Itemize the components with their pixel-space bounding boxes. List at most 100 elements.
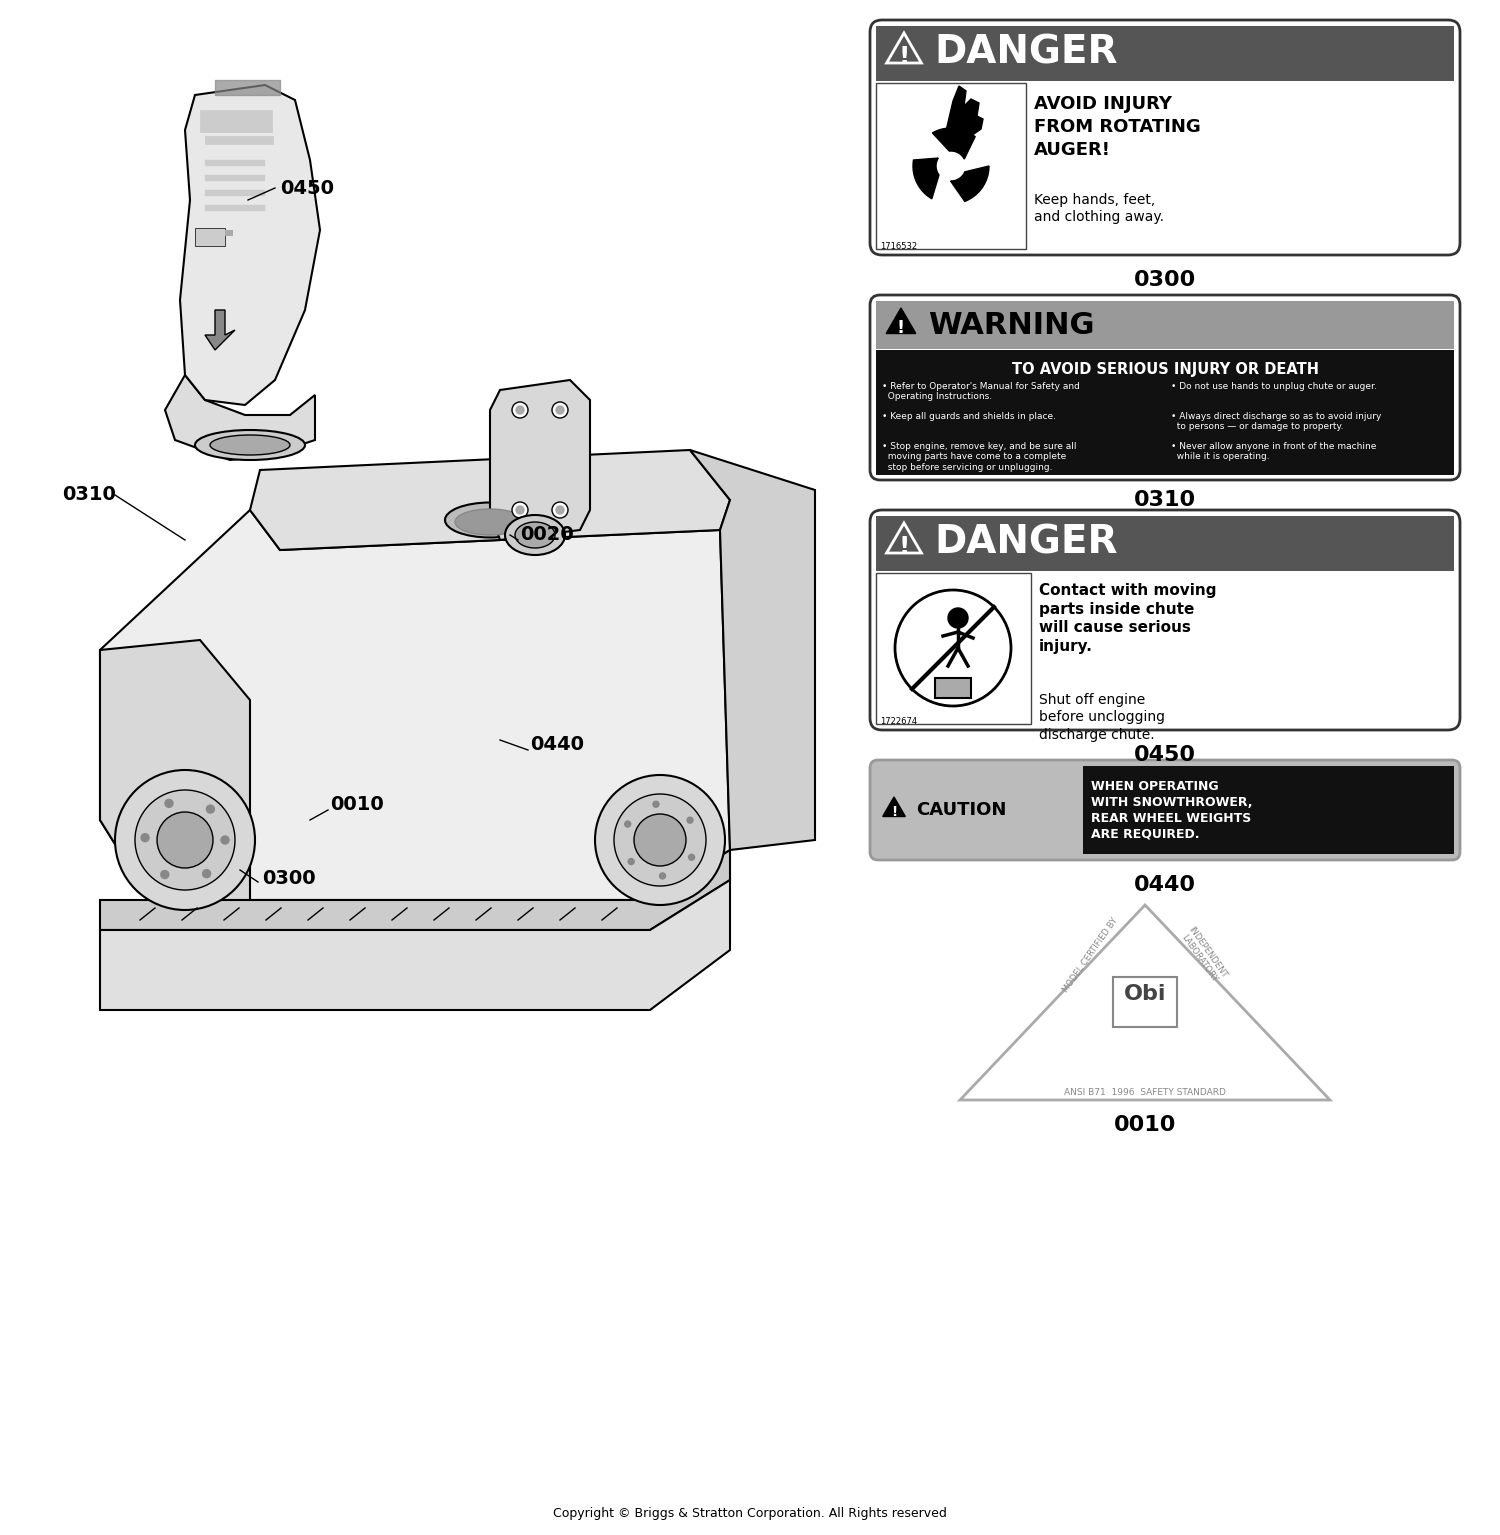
Text: 1716532: 1716532 [880,243,916,252]
Bar [876,516,1454,571]
Text: • Refer to Operator's Manual for Safety and
  Operating Instructions.: • Refer to Operator's Manual for Safety … [882,382,1080,401]
Ellipse shape [446,502,536,537]
Circle shape [516,507,524,514]
Circle shape [220,837,230,844]
Text: 0300: 0300 [262,869,315,887]
Circle shape [135,791,236,890]
Bar [206,160,266,166]
Circle shape [614,794,706,886]
Polygon shape [165,375,315,460]
Text: Copyright © Briggs & Stratton Corporation. All Rights reserved: Copyright © Briggs & Stratton Corporatio… [554,1507,946,1520]
Ellipse shape [506,516,566,556]
Polygon shape [690,450,814,850]
Circle shape [207,804,214,814]
Text: WHEN OPERATING
WITH SNOWTHROWER,
REAR WHEEL WEIGHTS
ARE REQUIRED.: WHEN OPERATING WITH SNOWTHROWER, REAR WH… [1090,780,1252,841]
Text: WARNING: WARNING [928,310,1095,339]
Polygon shape [251,450,730,550]
Polygon shape [100,640,250,910]
Bar [876,301,1454,348]
Circle shape [158,812,213,867]
Circle shape [512,402,528,418]
Ellipse shape [210,434,290,454]
Circle shape [660,873,666,880]
Bar [876,573,1031,725]
Text: 0010: 0010 [330,795,384,815]
Bar [1083,766,1454,853]
Bar [200,111,272,132]
Bar [876,350,1454,474]
Text: • Always direct discharge so as to avoid injury
  to persons — or damage to prop: • Always direct discharge so as to avoid… [1172,411,1382,431]
Text: 0310: 0310 [62,485,116,505]
Circle shape [596,775,724,906]
Circle shape [552,402,568,418]
Polygon shape [933,127,975,160]
Circle shape [896,589,1011,706]
Text: • Stop engine, remove key, and be sure all
  moving parts have come to a complet: • Stop engine, remove key, and be sure a… [882,442,1077,471]
Text: TO AVOID SERIOUS INJURY OR DEATH: TO AVOID SERIOUS INJURY OR DEATH [1011,362,1318,378]
Bar [206,206,266,210]
Polygon shape [100,510,730,900]
FancyBboxPatch shape [870,760,1460,860]
Text: 0020: 0020 [520,525,573,545]
Bar [876,26,1454,81]
Text: 0440: 0440 [530,735,584,755]
Text: AVOID INJURY
FROM ROTATING
AUGER!: AVOID INJURY FROM ROTATING AUGER! [1034,95,1200,158]
Circle shape [624,821,630,827]
Bar [206,190,266,196]
Circle shape [688,855,694,860]
Text: DANGER: DANGER [934,523,1118,562]
Circle shape [552,502,568,517]
Text: 0310: 0310 [1134,490,1196,510]
Polygon shape [490,381,590,540]
FancyBboxPatch shape [870,510,1460,731]
Polygon shape [882,797,906,817]
Text: 0440: 0440 [1134,875,1196,895]
Circle shape [634,814,686,866]
Circle shape [556,507,564,514]
Polygon shape [180,84,320,405]
Circle shape [556,405,564,414]
Text: !: ! [898,45,909,69]
Text: BRIGGS & STRATTON: BRIGGS & STRATTON [248,646,573,674]
Circle shape [141,834,148,841]
Text: ANSI B71  1996  SAFETY STANDARD: ANSI B71 1996 SAFETY STANDARD [1064,1088,1226,1098]
Bar [195,229,225,246]
Circle shape [512,502,528,517]
Text: Obi: Obi [1124,984,1167,1004]
Text: 1722674: 1722674 [880,717,916,726]
Polygon shape [100,850,730,930]
Text: DANGER: DANGER [934,34,1118,72]
Text: Shut off engine
before unclogging
discharge chute.: Shut off engine before unclogging discha… [1040,692,1166,741]
Circle shape [628,858,634,864]
Text: Contact with moving
parts inside chute
will cause serious
injury.: Contact with moving parts inside chute w… [1040,583,1217,654]
Polygon shape [206,310,236,350]
Bar [876,766,1082,853]
Circle shape [160,870,170,878]
Polygon shape [914,158,939,200]
Polygon shape [951,166,988,201]
Text: 0450: 0450 [1134,744,1196,764]
Bar [225,230,232,236]
FancyBboxPatch shape [870,20,1460,255]
Ellipse shape [195,430,304,460]
Text: • Keep all guards and shields in place.: • Keep all guards and shields in place. [882,411,1056,421]
Circle shape [165,800,172,807]
Circle shape [687,817,693,823]
FancyBboxPatch shape [870,295,1460,480]
Text: !: ! [898,534,909,559]
Bar [934,678,970,698]
Bar [876,83,1026,249]
Text: !: ! [897,319,904,338]
Ellipse shape [454,510,525,536]
Circle shape [116,771,255,910]
Bar [1113,976,1178,1027]
Circle shape [202,870,210,878]
Text: • Do not use hands to unplug chute or auger.: • Do not use hands to unplug chute or au… [1172,382,1377,391]
Text: • Never allow anyone in front of the machine
  while it is operating.: • Never allow anyone in front of the mac… [1172,442,1377,462]
Circle shape [516,405,524,414]
Circle shape [948,608,968,628]
Bar [206,175,266,181]
Polygon shape [946,86,982,140]
Ellipse shape [514,522,555,548]
Circle shape [652,801,658,807]
